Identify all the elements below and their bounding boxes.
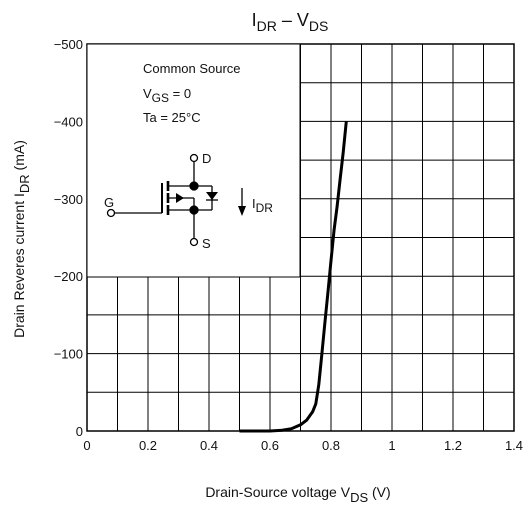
pin-s-label: S xyxy=(202,236,211,251)
annotation-vgs: VGS = 0 xyxy=(143,86,191,105)
mosfet-schematic xyxy=(106,153,246,247)
y-tick-label: −100 xyxy=(54,347,83,362)
y-tick-labels: 0 −100 −200 −300 −400 −500 xyxy=(54,37,83,439)
pin-g-label: G xyxy=(104,195,114,210)
series-line xyxy=(239,121,348,433)
x-tick-label: 0.6 xyxy=(261,438,279,453)
x-tick-label: 0 xyxy=(83,438,90,453)
pin-d-label: D xyxy=(202,151,211,166)
y-tick-label: −400 xyxy=(54,114,83,129)
x-tick-label: 0.2 xyxy=(139,438,157,453)
chart-title: IDR – VDS xyxy=(252,10,329,34)
y-axis-label: Drain Reveres current IDR (mA) xyxy=(11,140,32,338)
annotation-ta: Ta = 25°C xyxy=(143,110,201,125)
annotation-common-source: Common Source xyxy=(143,61,241,76)
current-label: IDR xyxy=(252,196,273,215)
y-tick-label: −300 xyxy=(54,192,83,207)
y-tick-label: −500 xyxy=(54,37,83,52)
annotation: Common Source VGS = 0 Ta = 25°C xyxy=(104,61,273,251)
x-axis-label: Drain-Source voltage VDS (V) xyxy=(205,484,390,504)
x-tick-label: 1.4 xyxy=(505,438,523,453)
x-tick-label: 0.8 xyxy=(322,438,340,453)
x-tick-label: 1.2 xyxy=(444,438,462,453)
x-tick-labels: 0 0.2 0.4 0.6 0.8 1 1.2 1.4 xyxy=(83,438,523,453)
y-tick-label: −200 xyxy=(54,269,83,284)
x-tick-label: 0.4 xyxy=(200,438,218,453)
x-tick-label: 1 xyxy=(388,438,395,453)
y-tick-label: 0 xyxy=(76,424,83,439)
